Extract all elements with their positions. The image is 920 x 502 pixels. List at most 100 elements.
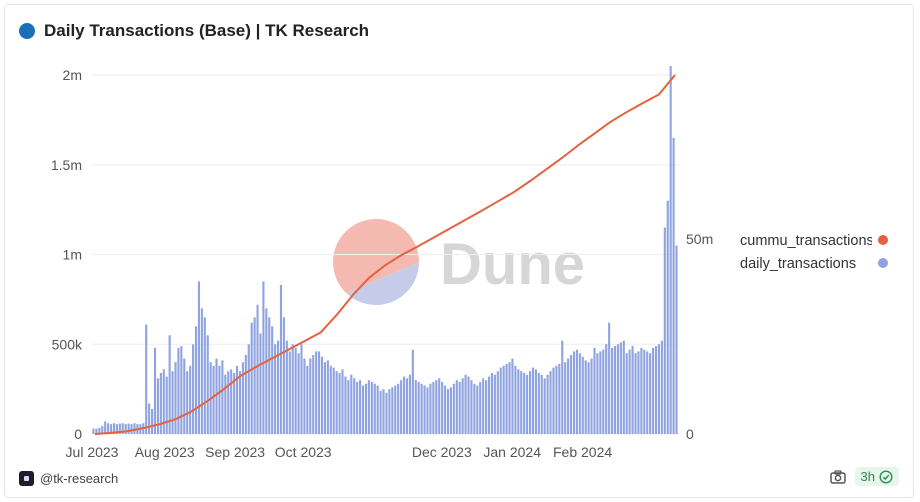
bar	[235, 365, 239, 434]
bar	[347, 380, 350, 434]
bar	[151, 408, 154, 434]
bar	[130, 424, 133, 434]
bar	[531, 367, 535, 434]
bar	[294, 347, 297, 434]
bar	[385, 392, 388, 434]
cumulative-line	[94, 74, 676, 435]
bar	[127, 423, 130, 434]
bar	[540, 374, 543, 434]
bar	[660, 340, 663, 434]
footer-actions: 3h	[829, 467, 899, 486]
bar	[247, 344, 250, 434]
x-tick-label: Oct 2023	[275, 444, 332, 460]
bar	[587, 362, 590, 434]
bar	[180, 346, 183, 434]
bar	[616, 344, 619, 434]
bar	[268, 317, 271, 434]
watermark-text: Dune	[440, 232, 585, 297]
bar	[192, 344, 195, 434]
author-handle[interactable]: @tk-research	[40, 471, 119, 486]
bar	[177, 347, 180, 434]
bar	[194, 326, 198, 434]
bar	[250, 322, 253, 434]
bar	[584, 360, 587, 434]
cummu-transactions-line	[94, 74, 676, 435]
bar	[517, 369, 520, 434]
bar	[499, 367, 502, 434]
bar	[104, 421, 107, 435]
bar	[528, 371, 532, 434]
chart-title[interactable]: Daily Transactions (Base) | TK Research	[44, 21, 370, 40]
bar	[350, 374, 353, 434]
bar	[432, 381, 435, 434]
dune-logo-icon	[19, 471, 34, 486]
bar	[391, 387, 394, 434]
bar	[558, 364, 561, 434]
bar	[271, 326, 274, 434]
title-dot-icon	[19, 23, 35, 39]
bar	[646, 351, 649, 434]
bar	[417, 381, 420, 434]
bar	[256, 304, 259, 434]
legend: cummu_transactions daily_transactions	[740, 233, 888, 272]
bar	[329, 365, 332, 434]
bar	[511, 358, 514, 434]
chart-header: Daily Transactions (Base) | TK Research	[19, 21, 369, 41]
y-left-tick-label: 0	[74, 426, 82, 442]
bar	[496, 371, 499, 434]
bar	[470, 380, 473, 434]
bar	[543, 378, 546, 435]
bar	[394, 385, 397, 434]
bar	[637, 351, 640, 434]
bar	[165, 376, 168, 434]
bar	[654, 346, 658, 434]
y-left-tick-label: 1.5m	[51, 157, 82, 173]
bar	[611, 347, 614, 434]
x-tick-label: Jul 2023	[66, 444, 119, 460]
camera-icon[interactable]	[829, 468, 847, 486]
bar	[159, 372, 162, 434]
footer-author[interactable]: @tk-research	[19, 471, 118, 486]
bar	[124, 424, 127, 434]
bar	[359, 380, 362, 434]
bar	[549, 371, 552, 434]
legend-dot-icon	[878, 235, 888, 245]
bar	[581, 356, 584, 434]
freshness-badge[interactable]: 3h	[854, 467, 899, 486]
bar	[112, 423, 116, 434]
bar	[320, 356, 324, 434]
bar	[259, 333, 262, 434]
bar	[575, 349, 578, 434]
bar	[464, 374, 467, 434]
bar	[555, 365, 558, 434]
bar	[388, 389, 391, 435]
bar	[578, 353, 581, 435]
bar	[672, 137, 675, 434]
bar	[277, 340, 280, 434]
bar	[669, 66, 672, 434]
bar	[364, 383, 368, 434]
bar	[420, 383, 423, 434]
bar	[174, 362, 177, 434]
bar	[493, 374, 496, 434]
dune-watermark: Dune	[333, 219, 585, 305]
bar	[189, 365, 192, 434]
bar	[567, 358, 570, 434]
bar	[534, 369, 537, 434]
bar	[666, 200, 669, 434]
check-circle-icon	[879, 469, 893, 484]
bar	[303, 358, 306, 434]
bar	[338, 372, 341, 434]
bar	[218, 365, 221, 434]
bar	[361, 385, 365, 434]
bar	[92, 428, 95, 434]
bar	[341, 369, 344, 434]
bar	[458, 381, 461, 434]
bar	[344, 376, 347, 434]
bar	[622, 340, 625, 434]
bar	[145, 324, 148, 434]
bar	[619, 342, 622, 434]
bar	[379, 390, 382, 434]
bar	[230, 369, 233, 434]
bar	[285, 340, 288, 434]
